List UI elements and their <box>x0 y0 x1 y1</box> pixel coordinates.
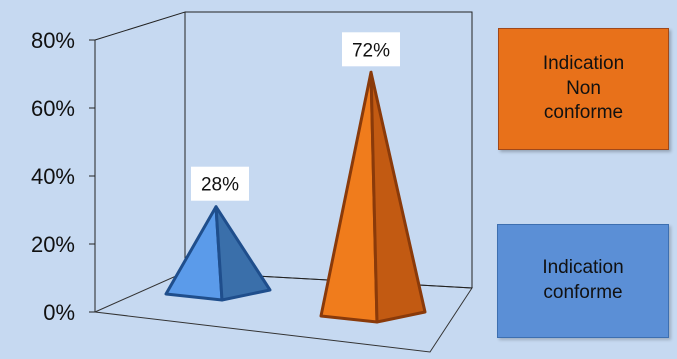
pyramid-side-face <box>369 70 427 324</box>
legend-label-non-conforme: Indication Non conforme <box>542 52 625 124</box>
pyramid-side-face <box>214 205 272 302</box>
data-label-box <box>342 32 400 67</box>
y-axis-ticks: 0% 20% 40% 60% 80% <box>31 28 95 325</box>
back-wall <box>185 11 473 288</box>
data-label-conforme: 28% <box>191 166 249 201</box>
data-label-text: 28% <box>201 175 239 196</box>
y-tick-label: 20% <box>31 232 75 257</box>
legend-label-conforme: Indication conforme <box>542 257 624 303</box>
legend-item-non-conforme: Indication Non conforme <box>498 28 669 150</box>
data-label-text: 72% <box>352 40 390 61</box>
data-label-non-conforme: 72% <box>342 32 400 67</box>
y-tick-label: 80% <box>31 28 75 53</box>
y-tick-label: 0% <box>43 300 75 325</box>
data-labels: 28% 72% <box>191 32 400 201</box>
data-label-box <box>191 166 249 201</box>
chart-marks <box>164 70 427 324</box>
pyramid-conforme <box>164 205 272 302</box>
y-tick-label: 60% <box>31 96 75 121</box>
y-tick-label: 40% <box>31 164 75 189</box>
pyramid-non-conforme <box>319 70 427 324</box>
pyramid-front-face <box>164 205 224 302</box>
back-left-wall <box>94 11 186 272</box>
legend-item-conforme: Indication conforme <box>497 224 669 338</box>
pyramid-front-face <box>319 70 379 324</box>
